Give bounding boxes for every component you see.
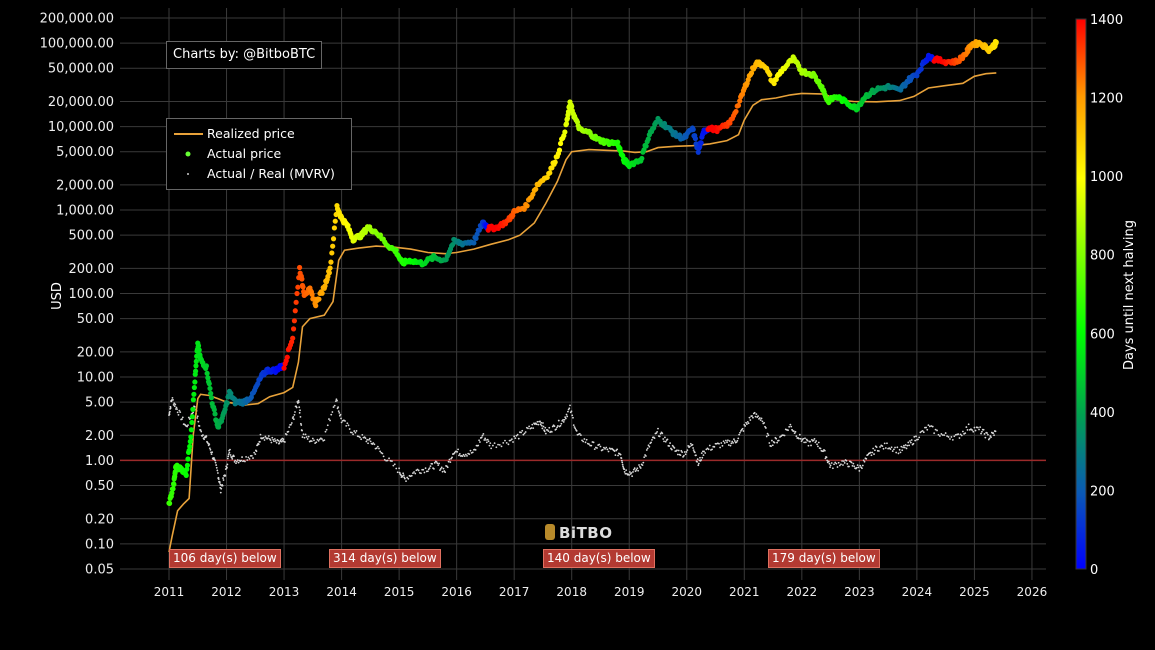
svg-text:2011: 2011 <box>154 585 185 599</box>
svg-text:2025: 2025 <box>959 585 990 599</box>
svg-text:0.10: 0.10 <box>85 537 114 552</box>
y-axis-ticks: 0.05 0.10 0.20 0.50 1.00 2.00 5.00 10.00 20.00 50… <box>40 12 114 578</box>
below-annotation: 140 day(s) below <box>543 549 655 568</box>
svg-text:200: 200 <box>1090 484 1115 499</box>
legend-item-mvrv[interactable]: Actual / Real (MVRV) <box>167 164 351 184</box>
svg-text:200.00: 200.00 <box>69 262 115 277</box>
svg-text:400: 400 <box>1090 406 1115 421</box>
svg-text:50,000.00: 50,000.00 <box>48 62 114 77</box>
svg-text:1.00: 1.00 <box>85 454 114 469</box>
svg-text:2024: 2024 <box>902 585 933 599</box>
colorbar-title: Days until next halving <box>1122 220 1137 370</box>
legend-item-realized-price[interactable]: Realized price <box>167 124 351 144</box>
svg-text:600: 600 <box>1090 327 1115 342</box>
svg-text:0.20: 0.20 <box>85 512 114 527</box>
svg-text:2013: 2013 <box>269 585 300 599</box>
below-annotation: 314 day(s) below <box>329 549 441 568</box>
bitbo-logo-icon <box>545 524 555 540</box>
svg-text:1000: 1000 <box>1090 170 1123 185</box>
svg-text:10.00: 10.00 <box>77 370 114 385</box>
svg-text:50.00: 50.00 <box>77 312 114 327</box>
svg-text:0.50: 0.50 <box>85 479 114 494</box>
mvrv-series <box>168 397 997 494</box>
below-annotation: 106 day(s) below <box>169 549 281 568</box>
bitbo-watermark: BiTBO <box>545 524 613 542</box>
svg-text:20.00: 20.00 <box>77 345 114 360</box>
colorbar <box>1075 18 1087 570</box>
svg-text:2,000.00: 2,000.00 <box>56 178 114 193</box>
svg-text:2020: 2020 <box>671 585 702 599</box>
actual-price-series <box>166 38 999 506</box>
grid <box>120 8 1046 580</box>
svg-text:0: 0 <box>1090 563 1098 578</box>
y-axis-label: USD <box>50 282 65 310</box>
svg-text:1400: 1400 <box>1090 13 1123 28</box>
svg-text:1,000.00: 1,000.00 <box>56 204 114 219</box>
svg-text:800: 800 <box>1090 249 1115 264</box>
svg-text:2016: 2016 <box>441 585 472 599</box>
svg-text:200,000.00: 200,000.00 <box>40 12 114 27</box>
svg-text:100.00: 100.00 <box>69 287 115 302</box>
svg-text:2023: 2023 <box>844 585 875 599</box>
svg-text:2014: 2014 <box>326 585 357 599</box>
small-dot-swatch-icon <box>187 173 189 175</box>
legend-item-actual-price[interactable]: Actual price <box>167 144 351 164</box>
svg-text:2026: 2026 <box>1017 585 1048 599</box>
svg-text:2012: 2012 <box>211 585 242 599</box>
svg-text:2.00: 2.00 <box>85 429 114 444</box>
svg-text:0.05: 0.05 <box>85 563 114 578</box>
dot-swatch-icon <box>185 151 191 157</box>
below-annotation: 179 day(s) below <box>768 549 880 568</box>
svg-text:2018: 2018 <box>556 585 587 599</box>
credit-label: Charts by: @BitboBTC <box>166 41 323 69</box>
svg-text:2017: 2017 <box>499 585 530 599</box>
legend: Realized price Actual price Actual / Rea… <box>166 118 352 190</box>
svg-text:20,000.00: 20,000.00 <box>48 95 114 110</box>
svg-text:5,000.00: 5,000.00 <box>56 145 114 160</box>
colorbar-ticks: 0 200 400 600 800 1000 1200 1400 <box>1090 13 1123 578</box>
x-axis-ticks: 2011 2012 2013 2014 2015 2016 2017 2018 2019 2020… <box>154 585 1047 599</box>
line-swatch-icon <box>174 133 203 135</box>
svg-text:2015: 2015 <box>384 585 415 599</box>
svg-text:2019: 2019 <box>614 585 645 599</box>
svg-text:1200: 1200 <box>1090 92 1123 107</box>
svg-text:100,000.00: 100,000.00 <box>40 37 114 52</box>
svg-text:2021: 2021 <box>729 585 760 599</box>
svg-text:2022: 2022 <box>787 585 818 599</box>
svg-text:500.00: 500.00 <box>69 229 115 244</box>
svg-text:5.00: 5.00 <box>85 396 114 411</box>
svg-text:10,000.00: 10,000.00 <box>48 120 114 135</box>
